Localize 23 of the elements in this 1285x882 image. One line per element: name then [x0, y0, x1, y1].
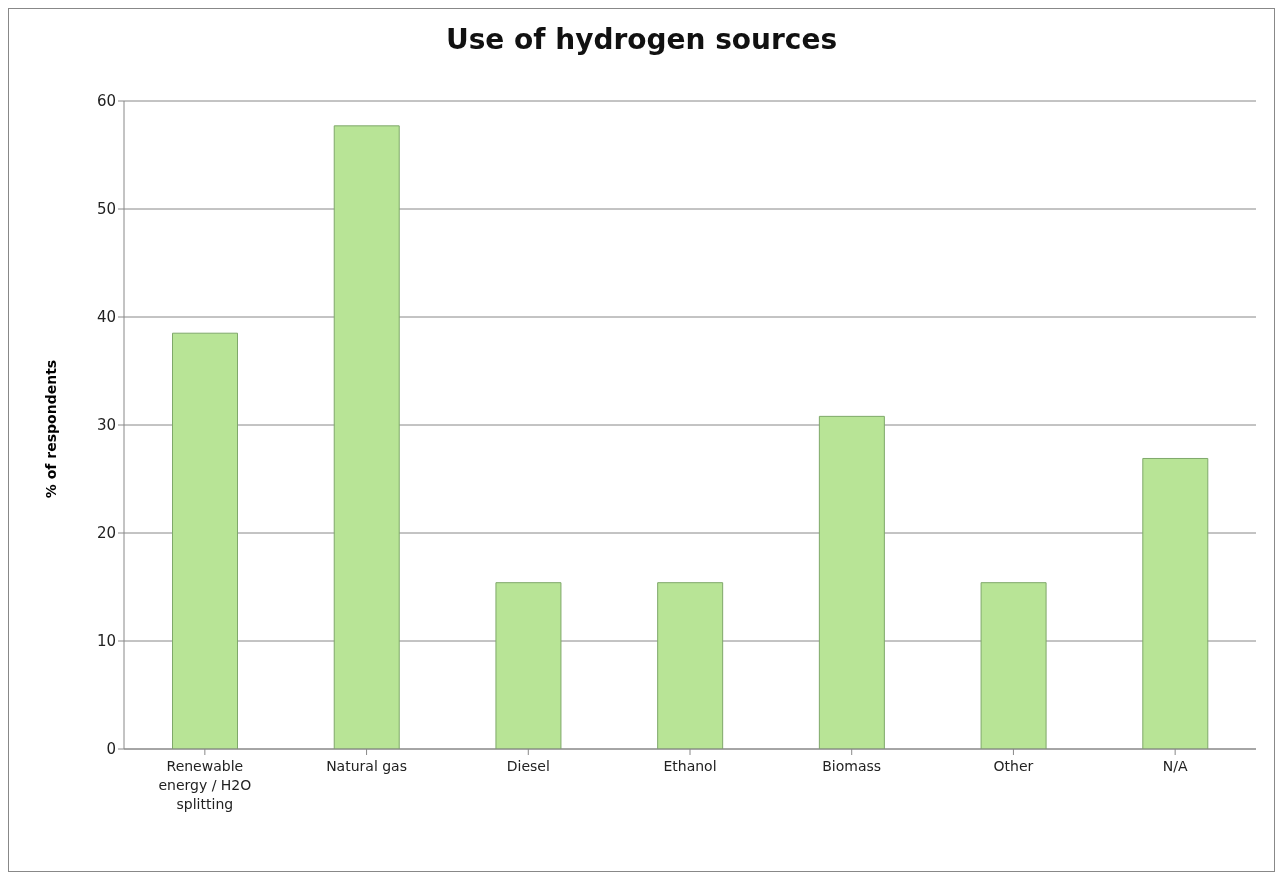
y-tick-label: 0: [106, 740, 116, 759]
x-tick-label: N/A: [1162, 758, 1188, 774]
y-tick-label: 20: [96, 524, 116, 543]
bar: [333, 125, 400, 749]
bar: [1142, 457, 1209, 749]
x-tick-label: Ethanol: [663, 758, 717, 774]
y-tick-label: 60: [96, 92, 116, 111]
y-tick-label: 40: [96, 308, 116, 327]
bar: [980, 582, 1047, 749]
chart-title: Use of hydrogen sources: [444, 23, 839, 56]
x-tick-label: Biomass: [822, 758, 882, 774]
y-tick-label: 50: [96, 200, 116, 219]
x-tick-label: Natural gas: [326, 758, 407, 774]
y-tick-label: 10: [96, 632, 116, 651]
bar: [172, 332, 239, 749]
bar: [495, 582, 562, 749]
x-tick-label: Diesel: [506, 758, 550, 774]
bar: [657, 582, 724, 749]
x-tick-label: Other: [993, 758, 1034, 774]
bar: [818, 415, 885, 749]
y-axis-title: % of respondents: [43, 359, 59, 499]
y-tick-label: 30: [96, 416, 116, 435]
x-tick-label: Renewable energy / H2O splitting: [158, 758, 252, 812]
